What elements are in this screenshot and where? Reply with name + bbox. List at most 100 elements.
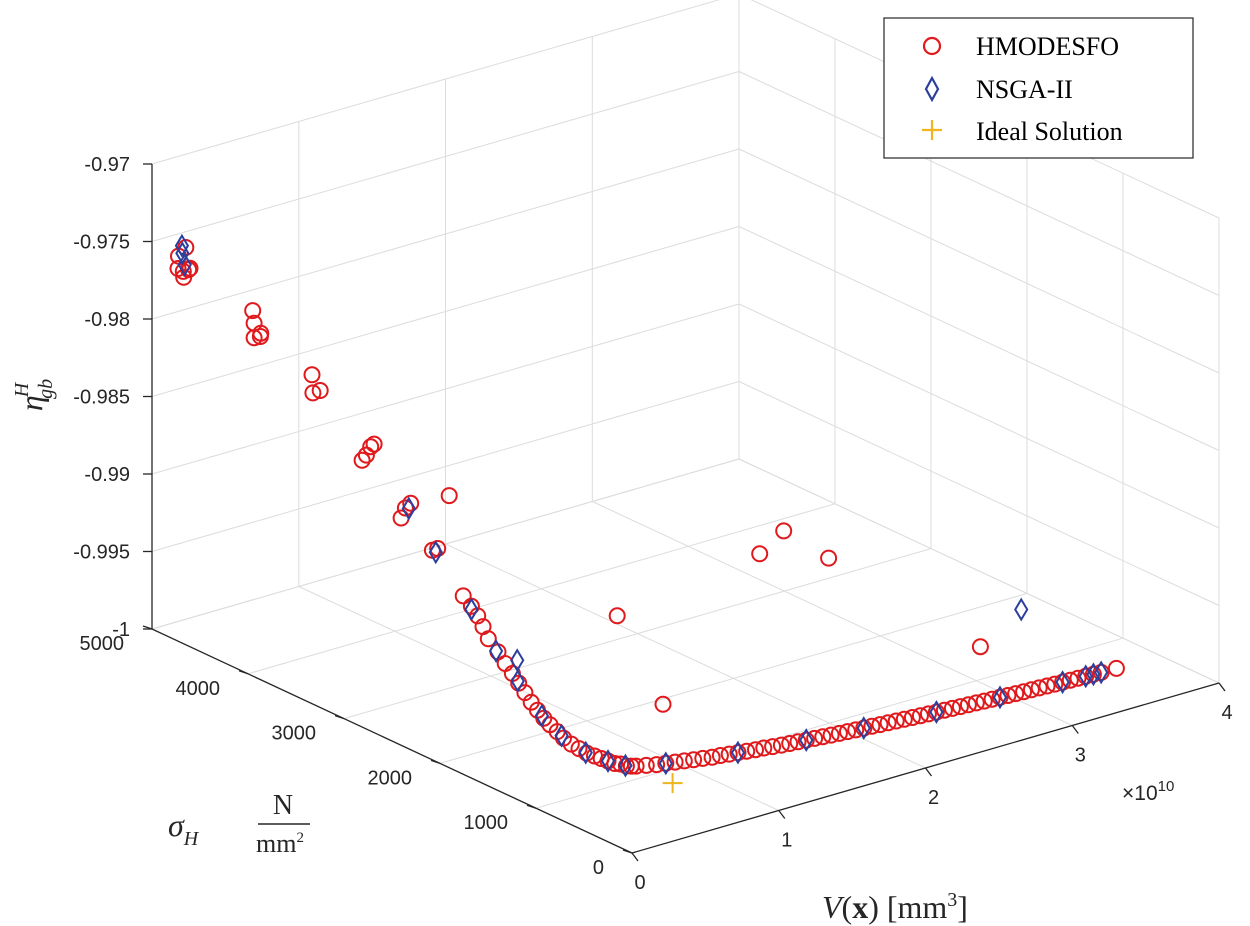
side-wall-grid-line	[738, 381, 1220, 606]
legend-circle-marker	[922, 36, 942, 56]
circle-marker	[1046, 675, 1064, 693]
y-axis-line	[151, 628, 633, 854]
circle-marker	[729, 744, 747, 762]
y-tick-label: 4000	[176, 678, 221, 700]
y-tick-label: 0	[593, 857, 604, 879]
circle-marker	[738, 742, 756, 760]
back-wall-grid-line	[151, 0, 721, 165]
circle-marker	[1022, 681, 1040, 699]
circle-marker	[675, 752, 693, 770]
legend-item-ideal-solution: Ideal Solution	[922, 117, 1123, 146]
svg-text:NSGA-II: NSGA-II	[976, 75, 1073, 104]
diamond-marker	[464, 597, 479, 622]
svg-text:Ideal Solution: Ideal Solution	[976, 117, 1123, 146]
circle-marker	[1038, 677, 1056, 695]
circle-marker	[311, 382, 329, 399]
circle-marker	[657, 754, 675, 772]
circle-marker	[402, 494, 420, 512]
circle-marker	[903, 709, 921, 726]
circle-marker	[1015, 683, 1033, 701]
circle-marker	[454, 587, 472, 605]
diamond-marker	[554, 723, 569, 748]
diamond-marker	[730, 740, 746, 765]
legend-diamond-marker	[924, 75, 940, 103]
circle-marker	[252, 324, 270, 342]
circle-marker	[1107, 659, 1125, 677]
back-wall-grid-line	[151, 148, 740, 320]
circle-marker	[820, 549, 838, 567]
diamond-marker	[174, 233, 190, 258]
diamond-marker	[799, 728, 814, 753]
series-ideal-solution	[662, 773, 683, 794]
circle-marker	[919, 705, 937, 723]
circle-marker	[855, 719, 873, 737]
diamond-marker	[1078, 664, 1093, 689]
circle-marker	[879, 714, 897, 732]
z-tick-label: -0.985	[73, 387, 130, 409]
y-tick-mark	[526, 804, 537, 809]
diamond-marker	[1055, 670, 1070, 695]
circle-marker	[711, 747, 729, 764]
diamond-marker	[488, 639, 504, 663]
circle-marker	[887, 712, 905, 730]
svg-text:V(x) [mm3]: V(x) [mm3]	[822, 889, 968, 925]
y-tick-mark	[430, 759, 441, 765]
circle-marker	[943, 699, 961, 717]
y-tick-mark	[334, 714, 345, 720]
x-tick-label: 2	[928, 787, 939, 809]
y-tick-label: 1000	[464, 812, 509, 834]
circle-marker	[806, 729, 824, 747]
circle-marker	[720, 745, 738, 763]
circle-marker	[871, 716, 889, 734]
floor-grid-line	[535, 637, 1124, 809]
series-nsga-ii	[174, 233, 1109, 778]
circle-marker	[789, 733, 807, 751]
diamond-marker	[992, 685, 1008, 710]
circle-marker	[175, 268, 193, 286]
back-wall-grid-line	[151, 303, 740, 475]
legend-box	[883, 17, 1194, 159]
points-layer	[169, 233, 1125, 794]
plus-marker	[662, 773, 683, 794]
circle-marker	[839, 723, 856, 741]
circle-marker	[303, 366, 321, 384]
circle-marker	[1030, 679, 1048, 697]
diamond-marker	[1086, 662, 1101, 687]
circle-marker	[637, 756, 655, 774]
x-axis-label: V(x) [mm3]	[822, 889, 968, 925]
circle-marker	[751, 545, 769, 563]
diamond-marker	[534, 703, 549, 728]
circle-marker	[1092, 663, 1110, 681]
circle-marker	[654, 695, 672, 713]
circle-marker	[999, 687, 1017, 704]
legend-item-nsga-ii: NSGA-II	[924, 75, 1073, 104]
circle-marker	[764, 738, 782, 756]
diamond-marker	[1014, 597, 1029, 622]
x-tick-label: 3	[1075, 745, 1086, 767]
series-hmodesfo	[169, 239, 1125, 775]
circle-marker	[365, 435, 383, 453]
circle-marker	[747, 741, 764, 759]
circle-marker	[781, 735, 799, 752]
legend: HMODESFO NSGA-II Ideal Solution	[883, 17, 1194, 159]
y-axis-label: σH N mm2	[168, 790, 310, 858]
diamond-marker	[510, 648, 525, 673]
circle-marker	[606, 755, 624, 772]
circle-marker	[775, 522, 793, 540]
circle-marker	[895, 710, 913, 728]
diamond-marker	[578, 740, 593, 765]
circle-marker	[983, 690, 1001, 708]
circle-marker	[304, 384, 322, 402]
circle-marker	[496, 655, 514, 672]
diamond-marker	[600, 749, 616, 773]
circle-marker	[666, 753, 684, 771]
floor-grid-line	[247, 503, 836, 675]
side-wall-grid-line	[738, 148, 1220, 374]
x-tick-mark	[1071, 725, 1079, 734]
axes-layer	[151, 164, 1220, 854]
circle-marker	[694, 749, 712, 767]
circle-marker	[1054, 673, 1072, 691]
x-tick-mark	[631, 852, 639, 862]
